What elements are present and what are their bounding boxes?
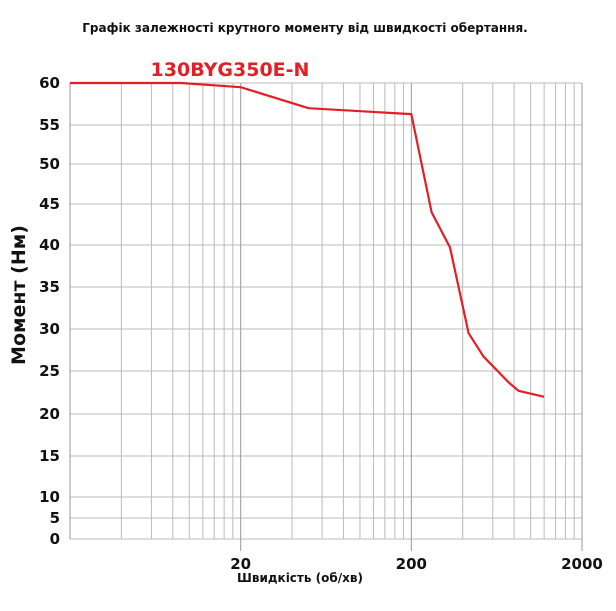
y-tick-label: 30 [39,320,60,338]
x-axis-ticks: 20 200 2000 [230,539,603,573]
y-tick-label: 55 [39,116,60,134]
x-tick-label: 200 [396,555,427,573]
series-group [70,81,545,398]
y-tick-label: 0 [50,530,60,548]
y-tick-label: 15 [39,447,60,465]
y-tick-label: 25 [39,362,60,380]
y-tick-label: 50 [39,155,60,173]
y-tick-label: 10 [39,488,60,506]
chart-title: Графік залежності крутного моменту від ш… [82,21,528,35]
x-tick-label: 20 [230,555,251,573]
series-label: 130BYG350E-N [151,59,310,81]
x-axis-label: Швидкість (об/хв) [237,571,363,585]
series-line [70,81,545,398]
y-tick-label: 5 [50,509,60,527]
y-tick-label: 40 [39,236,60,254]
x-tick-label: 2000 [561,555,603,573]
y-axis-label: Момент (Нм) [8,225,30,365]
y-tick-label: 60 [39,74,60,92]
y-tick-label: 20 [39,405,60,423]
grid [69,82,583,540]
y-tick-label: 45 [39,195,60,213]
y-tick-label: 35 [39,278,60,296]
